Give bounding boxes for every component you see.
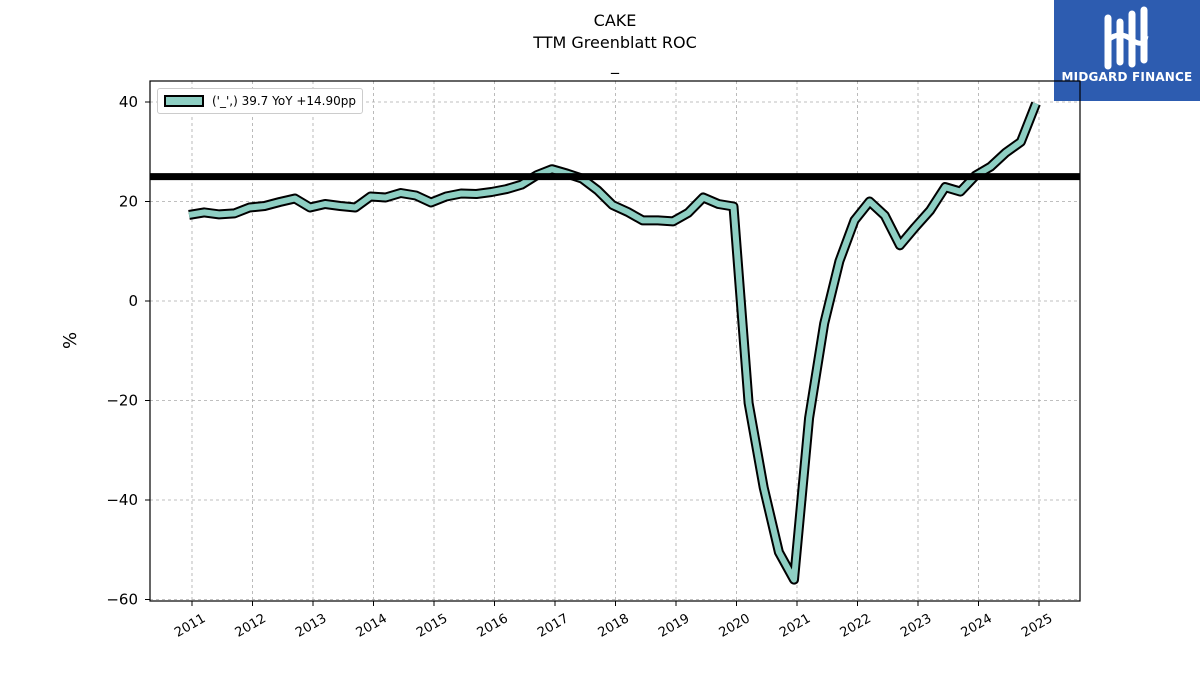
grid-layer [150, 81, 1080, 601]
midgard-logo-icon [1104, 6, 1149, 70]
x-tick-label: 2015 [414, 611, 450, 641]
legend-swatch [164, 95, 204, 107]
x-tick-label: 2012 [233, 611, 269, 641]
y-axis-label: % [60, 331, 82, 350]
y-tick-label: 40 [119, 93, 138, 111]
legend: ('_',) 39.7 YoY +14.90pp [157, 88, 363, 114]
x-tick-label: 2024 [959, 611, 995, 641]
brand-logo: MIDGARD FINANCE [1054, 0, 1200, 101]
y-tick-label: 20 [119, 193, 138, 211]
x-tick-label: 2018 [596, 611, 632, 641]
x-tick-label: 2017 [535, 611, 571, 641]
y-tick-label: −20 [106, 392, 138, 410]
y-tick-label: −60 [106, 591, 138, 609]
x-tick-label: 2011 [172, 611, 208, 641]
x-tick-label: 2022 [838, 611, 874, 641]
series-line [188, 102, 1039, 583]
plot-frame [149, 80, 1081, 602]
x-tick-label: 2023 [898, 611, 934, 641]
chart-subtitle-underscore: _ [611, 55, 619, 74]
brand-name: MIDGARD FINANCE [1061, 70, 1193, 84]
x-tick-label: 2013 [293, 611, 329, 641]
x-tick-label: 2019 [656, 611, 692, 641]
x-tick-label: 2014 [354, 611, 390, 641]
chart-subtitle: TTM Greenblatt ROC [533, 33, 697, 52]
y-tick-label: −40 [106, 491, 138, 509]
chart-title: CAKE [593, 11, 637, 30]
x-tick-label: 2025 [1019, 611, 1055, 641]
x-tick-label: 2016 [475, 611, 511, 641]
x-tick-label: 2021 [777, 611, 813, 641]
y-tick-label: 0 [128, 292, 138, 310]
legend-label: ('_',) 39.7 YoY +14.90pp [212, 94, 356, 108]
x-tick-label: 2020 [717, 611, 753, 641]
series-layer [150, 101, 1080, 585]
